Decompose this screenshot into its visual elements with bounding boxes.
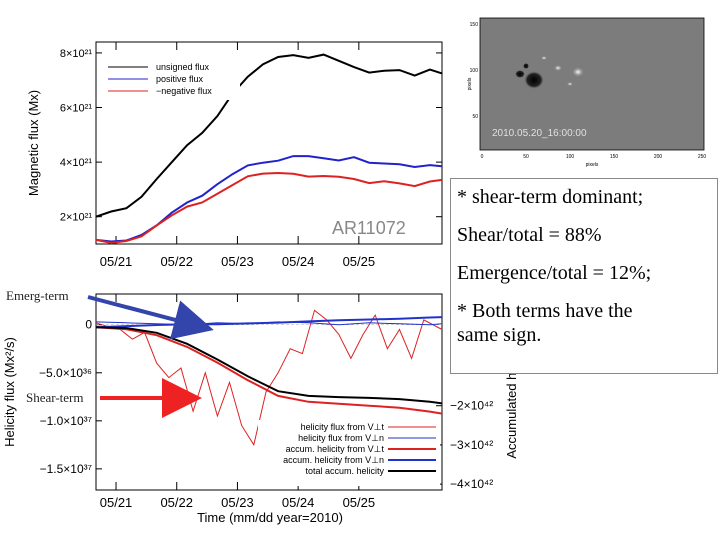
helicity-x-tick-label: 05/23 [221,495,254,510]
helicity-y2-axis-label: Accumulated he [504,365,519,458]
helicity-legend-entry: helicity flux from V⊥t [301,422,385,432]
helicity-y2-tick-label: −3×10⁴² [450,438,493,452]
helicity-series-0 [95,309,443,447]
magnetogram-x-tick-label: 200 [654,154,663,160]
summary-line-3: Emergence/total = 12%; [457,262,652,284]
helicity-y-tick-label: 0 [85,318,92,332]
magnetic-flux-chart: Magnetic flux (Mx) 2×10²¹ 4×10²¹ 6×10²¹ 8×1… [26,41,443,269]
magnetogram-x-tick-label: 50 [523,154,529,160]
summary-line-2: Shear/total = 88% [457,224,602,246]
helicity-x-tick-label: 05/25 [343,495,376,510]
flux-annotation-ar: AR11072 [332,218,406,238]
flux-y-tick-label: 2×10²¹ [60,212,92,224]
magnetogram-y-label: pixels [467,77,473,90]
flux-y-tick-label: 4×10²¹ [60,157,92,169]
magnetogram-y-tick-label: 100 [470,68,479,74]
helicity-legend-entry: total accum. helicity [305,466,384,476]
magnetogram-timestamp: 2010.05.20_16:00:00 [492,128,587,139]
flux-x-tick-label: 05/22 [160,254,193,269]
magnetogram-x-tick-label: 150 [610,154,619,160]
helicity-y-tick-label: −1.5×10³⁷ [40,462,92,476]
helicity-series-2 [95,326,443,415]
helicity-y-tick-label: −5.0×10³⁶ [39,366,92,380]
flux-series-0 [95,53,443,218]
helicity-x-tick-label: 05/22 [160,495,193,510]
flux-legend: unsigned flux positive flux −negative flux [108,62,240,100]
flux-x-tick-label: 05/25 [343,254,376,269]
negative-polarity-spot [524,71,544,89]
flux-legend-entry: −negative flux [156,86,212,96]
helicity-series-3 [95,316,443,329]
helicity-y2-tick-label: −2×10⁴² [450,399,493,413]
flux-x-tick-label: 05/23 [221,254,254,269]
helicity-flux-chart: Helicity flux (Mx²/s) Accumulated he Tim… [2,293,519,525]
magnetogram-x-tick-label: 250 [698,154,707,160]
magnetogram-y-tick-label: 50 [472,114,478,120]
magnetogram-y-tick-label: 150 [470,22,479,28]
helicity-legend-entry: accum. helicity from V⊥t [286,444,385,454]
flux-y-tick-label: 8×10²¹ [60,48,92,60]
helicity-y-tick-label: −1.0×10³⁷ [40,414,92,428]
helicity-legend-entry: helicity flux from V⊥n [298,433,384,443]
positive-polarity-spot [572,67,584,77]
flux-y-tick-label: 6×10²¹ [60,103,92,115]
magnetogram-x-tick-label: 0 [481,154,484,160]
shear-term-label: Shear-term [26,390,84,405]
summary-line-5: same sign. [457,324,542,346]
helicity-series-4 [95,326,443,405]
helicity-plot-frame [95,293,443,491]
helicity-x-tick-label: 05/21 [100,495,133,510]
flux-plot-frame [95,41,443,245]
flux-x-tick-label: 05/21 [100,254,133,269]
summary-line-4: * Both terms have the [457,300,633,322]
helicity-legend-entry: accum. helicity from V⊥n [283,455,384,465]
flux-legend-entry: unsigned flux [156,62,210,72]
flux-series-2 [95,171,443,244]
helicity-y2-tick-label: −4×10⁴² [450,477,493,491]
magnetogram-x-tick-label: 100 [566,154,575,160]
flux-x-tick-label: 05/24 [282,254,315,269]
magnetogram-x-label: pixels [586,162,599,168]
summary-line-1: * shear-term dominant; [457,186,644,208]
helicity-x-tick-label: 05/24 [282,495,315,510]
helicity-x-axis-label: Time (mm/dd year=2010) [197,510,343,525]
emerg-term-label: Emerg-term [6,288,69,303]
magnetogram-image [480,18,704,150]
summary-textbox: * shear-term dominant; Shear/total = 88%… [450,178,718,374]
magnetogram-panel: 150 100 50 0 50 100 150 200 250 pixels pixels 2… [467,17,707,168]
helicity-y-axis-label: Helicity flux (Mx²/s) [2,337,17,447]
flux-y-axis-label: Magnetic flux (Mx) [26,90,41,196]
flux-legend-entry: positive flux [156,74,204,84]
